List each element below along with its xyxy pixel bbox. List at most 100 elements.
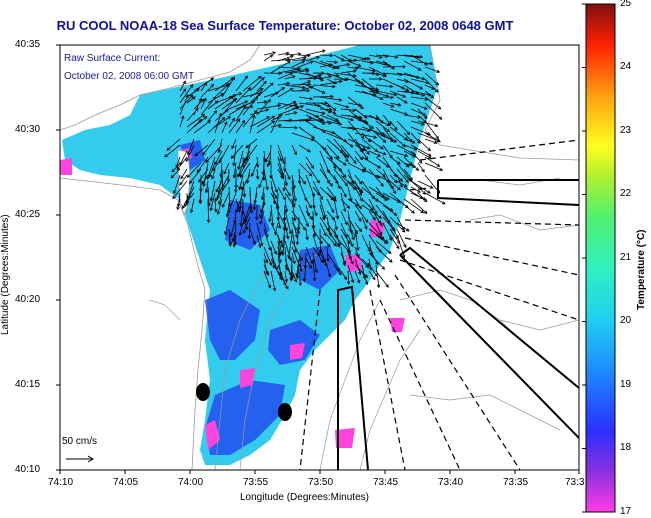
current-vector	[176, 156, 188, 170]
current-vector-head	[397, 186, 402, 191]
current-vector	[270, 186, 277, 199]
current-vector-head	[229, 233, 234, 238]
current-vector-head	[293, 151, 297, 156]
current-vector	[298, 54, 311, 57]
current-vector	[201, 174, 209, 185]
current-vector	[242, 92, 263, 98]
current-vector	[347, 216, 358, 234]
current-vector	[354, 138, 364, 152]
current-vector	[326, 198, 335, 213]
current-vector	[389, 168, 403, 182]
current-vector-head	[372, 216, 376, 221]
current-vector	[424, 156, 440, 167]
current-vector	[410, 96, 428, 100]
current-vector	[305, 258, 312, 269]
current-vector-head	[328, 232, 333, 237]
current-vector	[389, 120, 398, 131]
current-vector-head	[377, 165, 382, 169]
current-vector-head	[230, 96, 234, 100]
current-vector-head	[242, 194, 247, 198]
current-vector-head	[284, 267, 289, 272]
current-vectors	[164, 49, 446, 292]
current-vector-head	[381, 173, 386, 178]
current-vector-head	[384, 240, 388, 244]
current-vector	[312, 102, 332, 114]
current-vector	[284, 53, 301, 56]
current-vector	[333, 168, 348, 187]
current-vector-head	[290, 277, 294, 281]
current-vector-head	[245, 144, 250, 149]
current-vector-head	[350, 279, 355, 284]
current-vector	[396, 54, 420, 58]
current-vector-head	[176, 166, 180, 171]
current-vector-head	[396, 245, 400, 250]
current-vector-head	[358, 271, 362, 276]
current-vector-head	[381, 266, 386, 270]
current-vector	[270, 116, 280, 134]
current-vector-head	[176, 206, 180, 211]
current-vector-head	[423, 115, 428, 120]
current-vector-head	[412, 152, 416, 156]
current-vector	[221, 76, 235, 98]
current-vector	[270, 270, 276, 291]
current-vector	[410, 198, 428, 214]
current-vector	[333, 72, 357, 77]
current-vector	[277, 162, 284, 180]
current-vector	[298, 174, 306, 185]
current-vector	[284, 198, 288, 212]
current-vector	[319, 72, 339, 77]
current-vector	[270, 87, 285, 98]
current-vector	[298, 108, 319, 118]
current-vector	[319, 96, 342, 101]
current-vector	[263, 168, 268, 190]
current-vector-head	[213, 110, 218, 114]
current-vector-head	[417, 189, 421, 193]
current-vector-head	[397, 161, 401, 165]
current-vector-head	[261, 171, 266, 176]
current-vector	[284, 68, 309, 74]
current-vector-head	[269, 54, 274, 58]
current-vector-head	[279, 250, 283, 255]
current-vector-head	[320, 259, 324, 264]
current-vector-head	[323, 232, 327, 237]
current-vector	[340, 210, 348, 225]
current-vector	[312, 192, 315, 209]
current-vector-head	[287, 60, 291, 64]
current-vector-head	[374, 89, 379, 93]
current-vector-head	[332, 107, 337, 112]
current-vector	[244, 150, 251, 162]
current-vector	[417, 120, 438, 127]
current-vector-head	[185, 158, 189, 163]
current-vector	[228, 186, 231, 207]
current-vector-head	[375, 116, 380, 120]
current-vector-head	[305, 223, 310, 228]
current-vector	[312, 186, 320, 196]
current-vector	[200, 84, 214, 98]
current-vector-head	[248, 207, 253, 212]
current-vector-head	[421, 122, 425, 126]
current-vector	[291, 58, 306, 62]
current-vector	[246, 168, 251, 184]
current-vector	[368, 114, 390, 126]
current-vector	[319, 80, 343, 86]
current-vector-head	[378, 55, 383, 59]
current-vector-head	[311, 193, 315, 198]
current-vector	[244, 210, 251, 223]
current-vector-head	[431, 86, 435, 90]
current-vector	[312, 252, 318, 273]
current-vector-head	[316, 179, 320, 184]
current-vector-head	[346, 205, 351, 209]
current-vector	[291, 174, 295, 189]
current-vector-head	[385, 164, 390, 168]
current-vector-head	[277, 123, 282, 128]
current-vector-head	[404, 153, 409, 158]
current-vector	[298, 180, 307, 201]
current-vector	[375, 270, 389, 288]
current-vector	[326, 252, 341, 272]
current-vector-head	[402, 143, 406, 148]
current-vector-head	[273, 250, 277, 255]
current-vector	[248, 222, 251, 239]
current-vector	[237, 162, 244, 177]
current-vector-head	[198, 200, 203, 205]
current-vector	[298, 72, 322, 78]
